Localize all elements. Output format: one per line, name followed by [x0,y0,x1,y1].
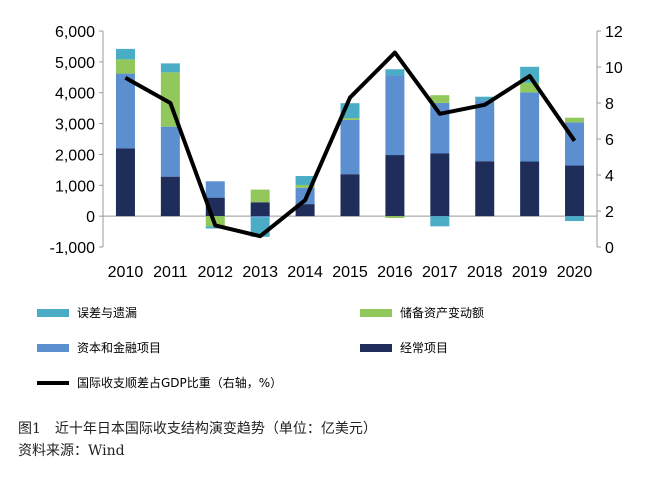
bar-segment [250,216,270,218]
x-tick-label: 2014 [287,264,323,281]
bar-segment [430,95,450,103]
y-tick-label: 2,000 [55,147,95,164]
x-tick-label: 2020 [557,264,593,281]
bar-segment [160,126,180,177]
bar-segment [385,75,405,156]
bar-segment [295,204,315,217]
bar-segment [520,82,540,93]
legend-swatch [37,344,69,352]
y-tick-label: -1,000 [50,240,95,257]
x-tick-label: 2012 [197,264,233,281]
bar-segment [385,216,405,218]
bar-segment [295,176,315,185]
bar-segment [565,216,585,222]
bar-segment [565,117,585,123]
bar-segment [250,202,270,217]
bar-segment [385,155,405,217]
bar-segment [295,184,315,188]
y2-tick-label: 4 [605,168,614,185]
bar-segment [340,118,360,120]
y2-tick-label: 2 [605,204,614,221]
y-tick-label: 4,000 [55,86,95,103]
bar-segment [475,100,495,162]
bar-segment [115,59,135,74]
figure-caption: 图1 近十年日本国际收支结构演变趋势（单位：亿美元） [18,421,377,437]
bar-segment [565,165,585,217]
y-tick-label: 0 [86,209,95,226]
bar-segment [160,63,180,73]
y2-tick-label: 6 [605,132,614,149]
x-tick-label: 2010 [108,264,144,281]
legend-label: 误差与遗漏 [77,306,137,320]
x-tick-label: 2016 [377,264,413,281]
bar-segment [115,148,135,217]
bar-segment [205,181,225,198]
bar-segment [115,73,135,149]
legend-swatch [360,309,392,317]
legend-label: 储备资产变动额 [400,305,484,320]
bar-segment [475,161,495,217]
bar-segment [385,69,405,76]
bar-segment [430,216,450,227]
bar-segment [520,161,540,217]
y2-tick-label: 8 [605,96,614,113]
source-note: 资料来源：Wind [18,443,125,459]
y-tick-label: 1,000 [55,178,95,195]
legend-label: 经常项目 [400,341,448,355]
y2-tick-label: 10 [605,60,623,77]
x-tick-label: 2015 [332,264,368,281]
legend-swatch [360,344,392,352]
chart: -1,000 0 1,000 2,000 3,000 4,000 5,000 6,000 0 2 4… [37,24,623,390]
bar-segment [520,92,540,162]
y2-tick-label: 12 [605,24,623,41]
legend-swatch [37,309,69,317]
bar-segment [430,153,450,217]
bar-segment [340,119,360,175]
x-tick-label: 2018 [467,264,503,281]
bar-segment [250,189,270,203]
legend-label: 资本和金融项目 [77,340,161,355]
y-tick-label: 5,000 [55,55,95,72]
legend-label: 国际收支顺差占GDP比重（右轴，%） [77,375,282,390]
bar-segment [475,96,495,101]
x-tick-label: 2011 [153,264,188,281]
y2-tick-label: 0 [605,240,614,257]
bar-segment [430,102,450,154]
x-tick-label: 2017 [422,264,458,281]
bar-segment [340,174,360,217]
y-tick-label: 6,000 [55,24,95,41]
y-tick-label: 3,000 [55,117,95,134]
bar-segment [160,176,180,217]
x-tick-label: 2019 [512,264,548,281]
bar-segment [115,48,135,60]
x-tick-label: 2013 [242,264,278,281]
